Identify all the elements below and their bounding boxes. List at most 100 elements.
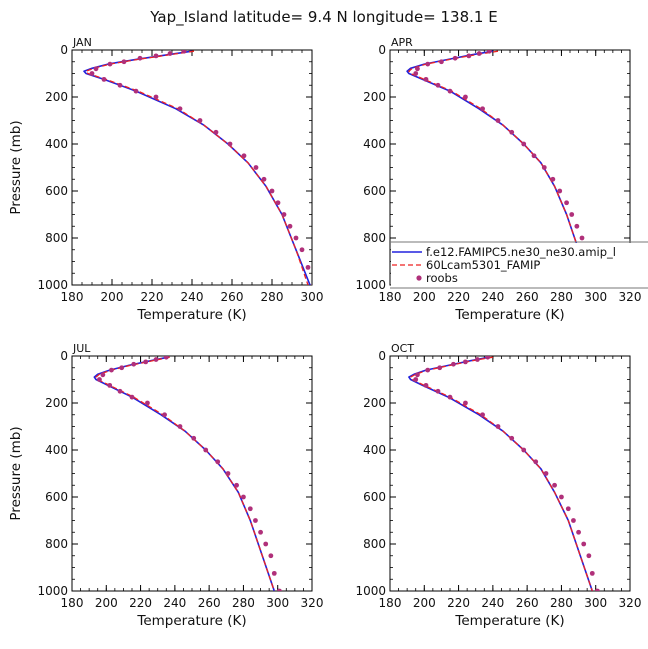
obs-point (480, 106, 485, 112)
y-tick-label: 0 (378, 43, 386, 57)
obs-point (153, 53, 159, 59)
obs-point (487, 50, 492, 54)
obs-point (423, 76, 429, 82)
obs-point (541, 165, 547, 170)
x-tick-label: 220 (447, 290, 470, 304)
obs-point (435, 388, 441, 394)
obs-point (293, 235, 299, 241)
x-tick-label: 220 (447, 596, 470, 610)
obs-point (177, 424, 183, 429)
x-tick-label: 200 (413, 596, 436, 610)
obs-point (509, 129, 515, 135)
obs-point (143, 359, 149, 365)
obs-point (137, 55, 143, 61)
x-tick-label: 280 (550, 290, 573, 304)
y-tick-label: 400 (363, 137, 386, 151)
panel-month-label: JUL (72, 342, 91, 355)
obs-point (447, 88, 453, 94)
obs-point (586, 553, 592, 559)
x-tick-label: 180 (379, 290, 402, 304)
plot-frame (71, 355, 313, 592)
obs-point (268, 553, 274, 559)
obs-point (191, 435, 197, 441)
x-tick-label: 260 (516, 596, 539, 610)
obs-point (521, 447, 527, 453)
obs-point (269, 188, 275, 194)
x-tick-label: 260 (198, 596, 221, 610)
obs-point (576, 529, 581, 535)
obs-point (133, 88, 139, 94)
obs-point (181, 50, 187, 54)
x-tick-label: 180 (61, 290, 84, 304)
obs-point (550, 176, 556, 182)
obs-point (100, 372, 106, 378)
obs-point (559, 494, 564, 500)
x-tick-label: 240 (481, 290, 504, 304)
x-tick-label: 240 (181, 290, 204, 304)
obs-point (521, 141, 527, 147)
y-tick-label: 400 (363, 443, 386, 457)
panel-jul: 180 200 220 240 260 280 300 320 0 200 400 600 800 100… (8, 342, 323, 629)
y-axis-label: Pressure (mb) (8, 120, 24, 214)
obs-point (215, 459, 221, 465)
obs-point (485, 356, 491, 360)
series-line-cam (95, 356, 275, 591)
x-tick-label: 180 (379, 596, 402, 610)
obs-point (565, 506, 571, 512)
obs-point (261, 176, 267, 182)
panels: 180 200 220 240 260 280 300 0 200 400 600 800 1000 JA… (8, 36, 641, 629)
obs-point (557, 188, 563, 194)
y-tick-label: 200 (45, 396, 68, 410)
obs-point (581, 541, 587, 547)
plot-area (408, 356, 600, 591)
obs-point (101, 76, 107, 82)
obs-point (552, 482, 557, 488)
obs-point (93, 66, 99, 72)
obs-point (571, 518, 576, 523)
y-tick-label: 800 (45, 231, 68, 245)
x-tick-label: 220 (141, 290, 164, 304)
obs-point (476, 51, 482, 56)
legend-swatch-dot (416, 275, 422, 281)
y-tick-label: 1000 (355, 278, 386, 292)
obs-point (495, 424, 501, 429)
obs-point (437, 365, 443, 371)
obs-point (595, 588, 600, 591)
y-tick-label: 600 (45, 184, 68, 198)
panel-month-label: JAN (72, 36, 92, 49)
plot-frame (71, 49, 313, 286)
obs-point (177, 106, 183, 112)
x-tick-label: 320 (619, 596, 642, 610)
obs-point (271, 570, 277, 576)
y-tick-label: 1000 (37, 584, 68, 598)
y-tick-label: 800 (363, 231, 386, 245)
obs-point (277, 588, 282, 591)
obs-point (463, 94, 468, 100)
series-line-cam (85, 50, 309, 285)
y-tick-label: 200 (363, 396, 386, 410)
obs-point (463, 359, 468, 365)
legend: f.e12.FAMIPC5.ne30_ne30.amip_l60Lcam5301… (390, 241, 648, 289)
y-tick-label: 600 (363, 184, 386, 198)
obs-point (439, 59, 444, 65)
y-tick-label: 0 (60, 349, 68, 363)
y-tick-label: 200 (45, 90, 68, 104)
x-tick-label: 260 (516, 290, 539, 304)
x-tick-label: 200 (101, 290, 124, 304)
obs-point (299, 247, 305, 253)
obs-point (162, 412, 167, 418)
obs-point (241, 153, 247, 159)
plot-area (83, 50, 312, 285)
x-tick-label: 260 (221, 290, 244, 304)
y-tick-label: 600 (363, 490, 386, 504)
legend-label: f.e12.FAMIPC5.ne30_ne30.amip_l (426, 245, 616, 259)
obs-point (163, 356, 169, 360)
obs-point (564, 200, 569, 206)
obs-point (413, 71, 419, 76)
obs-point (569, 212, 575, 217)
x-tick-label: 280 (550, 596, 573, 610)
y-tick-label: 1000 (355, 584, 386, 598)
obs-point (311, 283, 312, 285)
x-tick-label: 300 (266, 596, 289, 610)
